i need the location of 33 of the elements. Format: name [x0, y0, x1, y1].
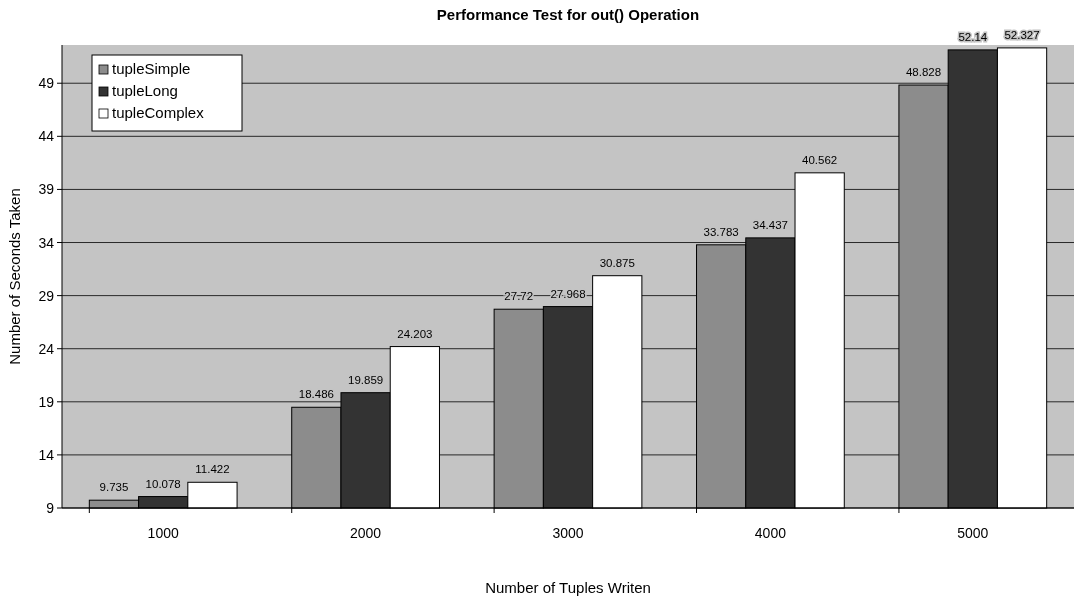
data-label: 24.203: [397, 327, 433, 340]
legend-label: tupleSimple: [112, 60, 191, 77]
y-tick-label: 44: [38, 128, 55, 145]
data-label: 18.486: [298, 388, 334, 401]
x-axis-title: Number of Tuples Writen: [485, 579, 651, 596]
chart-title: Performance Test for out() Operation: [436, 6, 700, 23]
x-tick-label: 5000: [957, 525, 989, 541]
y-tick-label: 39: [38, 181, 55, 198]
y-tick-label: 19: [38, 393, 55, 410]
y-tick-label: 24: [38, 340, 55, 357]
data-label: 34.437: [752, 218, 788, 231]
data-label: 11.422: [195, 463, 230, 476]
x-tick-label: 4000: [754, 525, 787, 541]
x-tick-label: 1000: [147, 525, 179, 541]
legend-label: tupleLong: [112, 82, 178, 99]
data-label: 10.078: [145, 477, 181, 490]
data-label: 19.859: [348, 373, 384, 386]
y-tick-label: 9: [46, 500, 55, 516]
data-label: 40.562: [802, 153, 838, 166]
y-tick-label: 14: [38, 446, 55, 463]
x-tick-label: 2000: [350, 525, 382, 541]
y-tick-label: 29: [38, 287, 55, 304]
data-label: 9.735: [99, 481, 129, 494]
data-label: 33.783: [703, 225, 739, 238]
data-label: 30.875: [599, 256, 635, 269]
data-label: 52.14: [958, 30, 988, 43]
x-tick-label: 3000: [552, 525, 584, 541]
y-tick-label: 49: [38, 75, 55, 92]
data-label: 48.828: [905, 66, 942, 79]
y-tick-label: 34: [38, 234, 55, 251]
data-label: 52.327: [1004, 28, 1040, 41]
y-axis-title: Number of Seconds Taken: [6, 188, 23, 365]
legend-label: tupleComplex: [112, 104, 205, 121]
